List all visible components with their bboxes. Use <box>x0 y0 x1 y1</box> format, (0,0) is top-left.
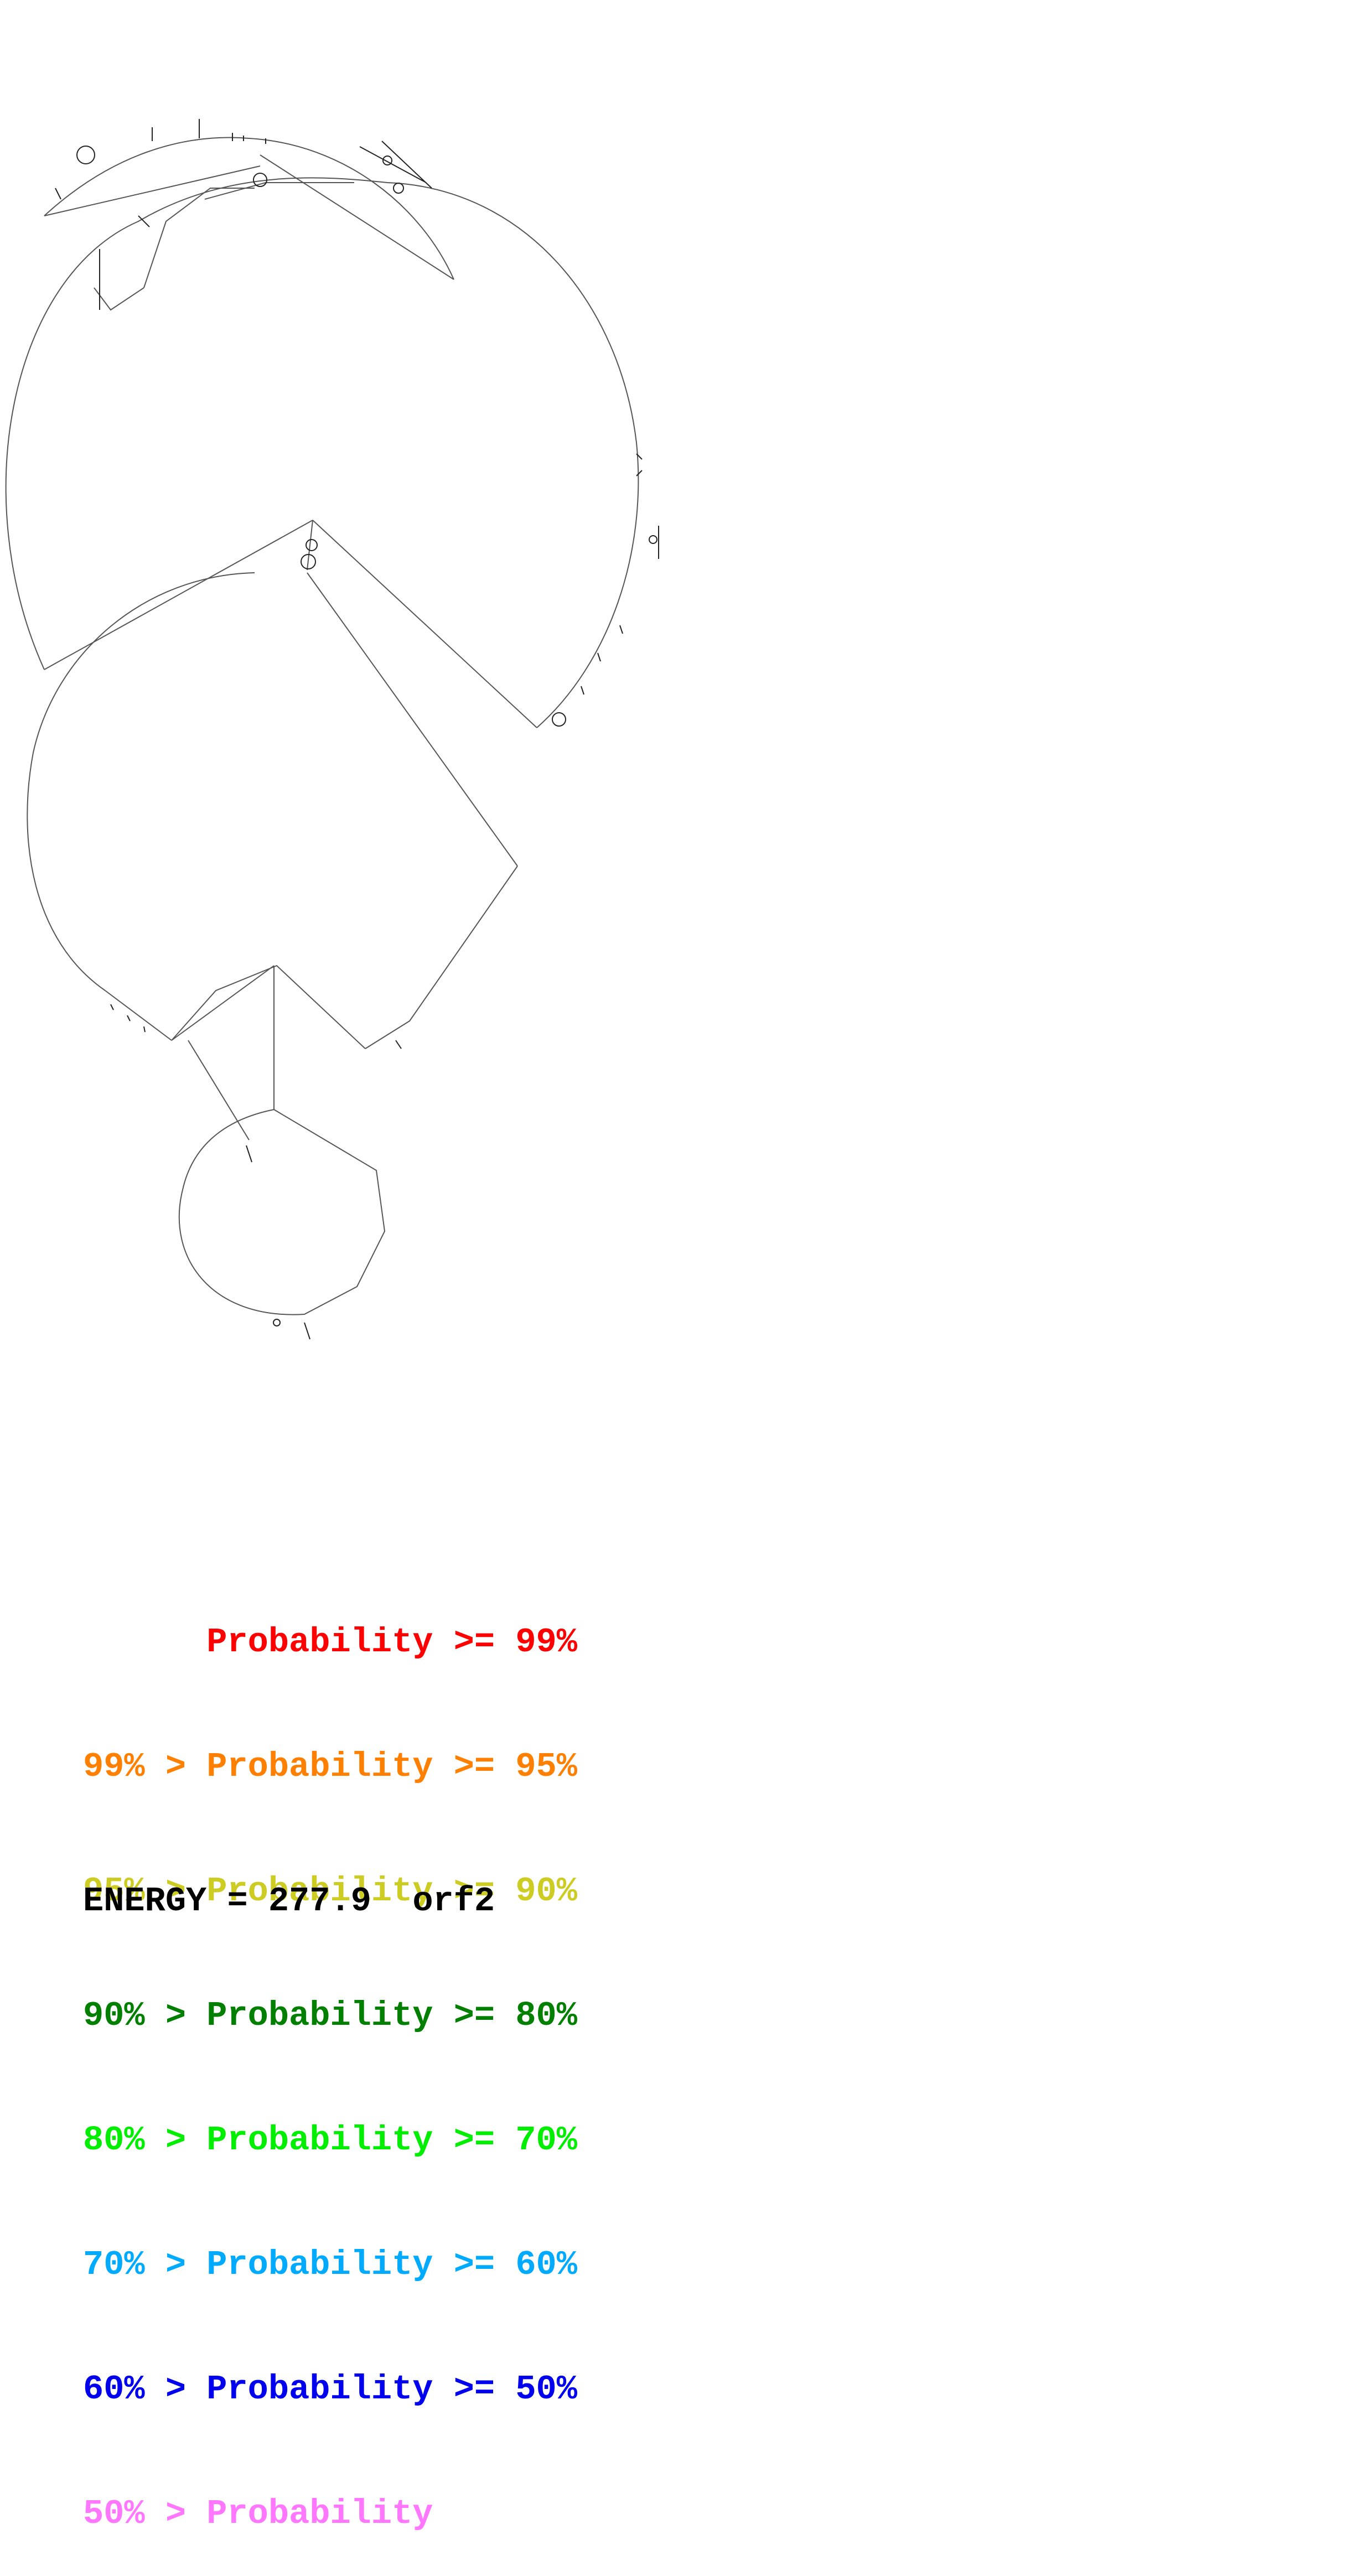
junction-left-stem <box>171 965 275 1041</box>
backbone-lines <box>5 137 639 1315</box>
hairpin-loop <box>393 183 404 194</box>
legend-row-80: 90% > Probability >= 80% <box>83 1996 577 2035</box>
junction-diagonal <box>188 1040 250 1141</box>
upper-stem-line-3 <box>143 188 255 288</box>
sequence-name: orf2 <box>412 1882 495 1921</box>
right-stem-down <box>365 865 518 1049</box>
legend-row-90: 95% > Probability >= 90% <box>83 1872 577 1911</box>
hairpin-loop <box>552 712 566 727</box>
middle-loop-arc <box>27 572 255 991</box>
hairpin-stub <box>55 119 659 1340</box>
hairpin-loop <box>76 146 95 164</box>
bottom-loop <box>178 1109 386 1315</box>
hairpin-loop <box>273 1319 281 1326</box>
energy-label: ENERGY = 277.9 <box>83 1882 371 1921</box>
legend-row-99: Probability >= 99% <box>83 1623 577 1662</box>
hairpin-loop <box>649 535 657 544</box>
probability-legend: Probability >= 99% 99% > Probability >= … <box>83 1538 577 2576</box>
energy-footer: ENERGY = 277.9 orf2 <box>83 1882 495 1921</box>
upper-stem-line-5 <box>94 287 144 311</box>
central-stem-right <box>312 520 537 728</box>
upper-loop-arc <box>5 177 639 728</box>
top-arc <box>44 137 454 280</box>
middle-loop-left-down <box>105 990 172 1041</box>
small-hairpin-marks <box>55 119 659 1340</box>
upper-stem-line-4 <box>204 182 354 200</box>
legend-row-50: 60% > Probability >= 50% <box>83 2370 577 2409</box>
middle-to-right-stem <box>307 572 518 867</box>
hairpin-loop <box>301 554 316 569</box>
legend-row-70: 80% > Probability >= 70% <box>83 2121 577 2160</box>
hairpin-loop <box>253 173 267 187</box>
rna-secondary-structure-diagram <box>5 119 659 1340</box>
hairpin-loop <box>306 539 318 551</box>
legend-row-60: 70% > Probability >= 60% <box>83 2245 577 2284</box>
central-stem-left <box>44 520 313 670</box>
legend-row-below-50: 50% > Probability <box>83 2494 433 2533</box>
legend-row-95: 99% > Probability >= 95% <box>83 1747 577 1786</box>
hairpin-loop <box>382 156 392 165</box>
upper-stem-line-2 <box>260 154 454 280</box>
upper-stem-line-1 <box>44 165 261 216</box>
central-stem <box>307 520 313 571</box>
junction-lines <box>171 965 366 1049</box>
